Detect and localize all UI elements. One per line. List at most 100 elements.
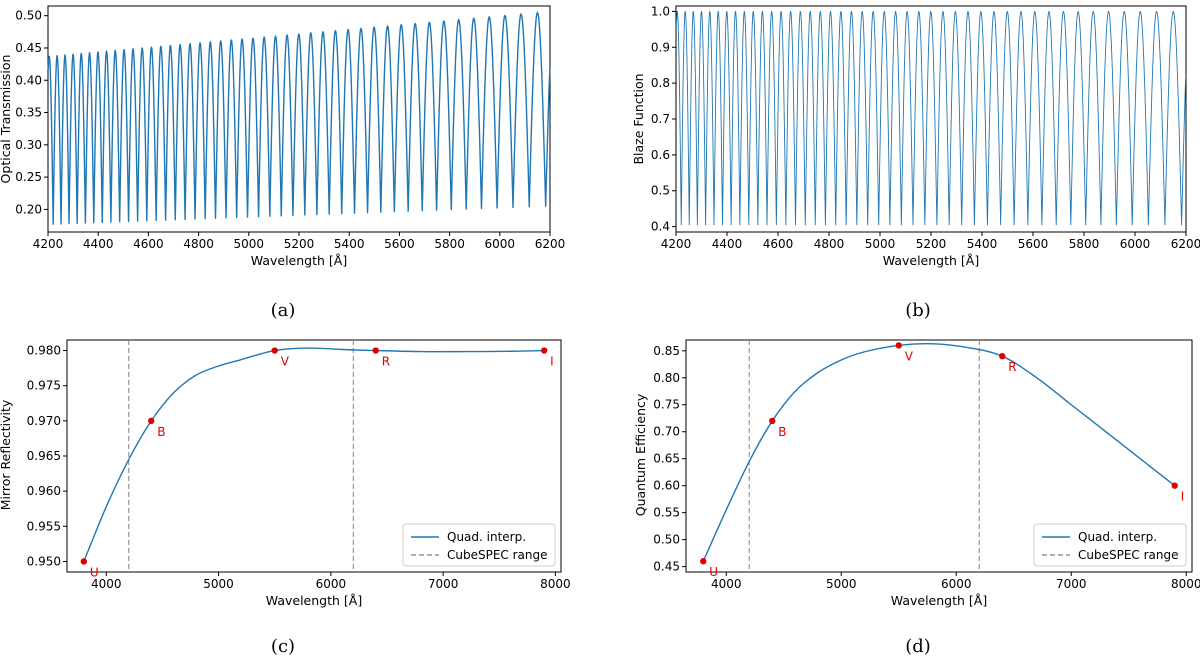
x-tick-label: 4000: [711, 577, 742, 591]
y-axis-label: Blaze Function: [631, 73, 646, 164]
x-tick-label: 6200: [535, 237, 566, 251]
x-tick-group: 4000 5000 6000 7000 8000: [711, 572, 1200, 591]
x-tick-label: 6200: [1171, 237, 1200, 251]
band-point: [895, 342, 902, 349]
y-tick-label: 0.955: [27, 519, 61, 533]
band-point: [769, 417, 776, 425]
x-tick-label: 4000: [91, 577, 122, 591]
band-label: B: [778, 425, 786, 439]
legend-box: [402, 523, 556, 567]
y-tick-group: 0.45 0.50 0.55 0.60 0.65 0.70 0.75 0.80 0.85: [653, 344, 686, 574]
x-tick-label: 4800: [183, 237, 214, 251]
y-tick-label: 1.0: [651, 4, 670, 18]
y-axis-label: Mirror Reflectivity: [0, 399, 13, 510]
band-label: I: [550, 355, 554, 369]
band-point: [540, 347, 548, 354]
y-tick-label: 0.965: [27, 449, 61, 463]
band-point: [271, 347, 278, 354]
x-tick-label: 5200: [284, 237, 315, 251]
y-tick-label: 0.35: [15, 106, 42, 120]
x-tick-label: 4800: [814, 237, 845, 251]
y-tick-label: 0.70: [653, 425, 680, 439]
band-label: V: [281, 355, 290, 369]
band-point: [700, 558, 707, 565]
legend-box: [1033, 523, 1187, 567]
band-label: U: [90, 565, 99, 579]
x-tick-label: 4200: [661, 237, 692, 251]
x-tick-label: 5800: [1069, 237, 1100, 251]
legend-label: Quad. interp.: [447, 530, 526, 544]
y-axis-label: Optical Transmission: [0, 55, 13, 184]
x-tick-label: 4200: [33, 237, 64, 251]
panel-a: 4200 4400 4600 4800 5000 5200 5400 5600 5800 6000…: [0, 5, 566, 321]
x-tick-group: 4200 4400 4600 4800 5000 5200 5400 5600 5800 6000…: [33, 232, 566, 251]
y-tick-label: 0.7: [651, 112, 670, 126]
band-point: [1171, 482, 1178, 489]
x-tick-label: 5800: [434, 237, 465, 251]
y-tick-label: 0.980: [27, 344, 61, 358]
legend-label: CubeSPEC range: [1078, 548, 1179, 562]
panel-d: 4000 5000 6000 7000 8000 0.45 0.50 0.55 0.60 0.6…: [633, 339, 1200, 657]
interp-curve: [83, 347, 545, 562]
panel-caption: (b): [905, 300, 931, 321]
y-tick-label: 0.20: [15, 202, 42, 216]
x-tick-label: 6000: [316, 577, 347, 591]
x-axis-label: Wavelength [Å]: [891, 593, 987, 608]
y-tick-label: 0.975: [27, 379, 61, 393]
x-tick-group: 4000 5000 6000 7000 8000: [91, 572, 571, 591]
y-tick-label: 0.950: [27, 554, 61, 568]
y-tick-label: 0.45: [15, 41, 42, 55]
y-tick-label: 0.40: [15, 73, 42, 87]
y-axis-label: Quantum Efficiency: [633, 393, 648, 516]
band-label: I: [1181, 490, 1185, 504]
x-tick-label: 8000: [1171, 577, 1200, 591]
y-tick-label: 0.65: [653, 452, 680, 466]
x-tick-label: 4600: [763, 237, 794, 251]
y-tick-label: 0.60: [653, 479, 680, 493]
y-tick-group: 0.4 0.5 0.6 0.7 0.8 0.9 1.0: [651, 4, 676, 234]
x-tick-label: 5400: [967, 237, 998, 251]
x-tick-label: 5000: [234, 237, 265, 251]
y-tick-label: 0.25: [15, 170, 42, 184]
x-tick-label: 5400: [334, 237, 365, 251]
band-label: U: [709, 565, 718, 579]
series-line: [675, 10, 1187, 226]
panel-b: 4200 4400 4600 4800 5000 5200 5400 5600 5800 6000…: [631, 4, 1200, 321]
y-tick-label: 0.30: [15, 138, 42, 152]
y-tick-group: 0.20 0.25 0.30 0.35 0.40 0.45 0.50: [15, 9, 48, 216]
x-tick-label: 5000: [826, 577, 857, 591]
legend-label: CubeSPEC range: [447, 548, 548, 562]
y-tick-label: 0.55: [653, 506, 680, 520]
x-axis-label: Wavelength [Å]: [883, 253, 979, 268]
x-tick-label: 5600: [1018, 237, 1049, 251]
y-tick-label: 0.970: [27, 414, 61, 428]
data-series: [47, 11, 551, 225]
band-point: [148, 417, 155, 425]
x-tick-label: 4400: [83, 237, 114, 251]
band-point: [80, 558, 88, 565]
series-line: [47, 11, 551, 225]
data-series: [675, 10, 1187, 226]
y-tick-label: 0.960: [27, 484, 61, 498]
y-tick-label: 0.50: [653, 533, 680, 547]
panel-caption: (c): [271, 636, 295, 657]
y-tick-label: 0.80: [653, 371, 680, 385]
x-tick-label: 4400: [712, 237, 743, 251]
band-label: R: [1008, 360, 1016, 374]
y-tick-label: 0.45: [653, 560, 680, 574]
x-tick-label: 7000: [1056, 577, 1087, 591]
y-tick-label: 0.4: [651, 220, 670, 234]
x-tick-label: 5000: [203, 577, 234, 591]
x-tick-label: 6000: [1120, 237, 1151, 251]
y-tick-label: 0.5: [651, 184, 670, 198]
x-tick-label: 6000: [485, 237, 516, 251]
plot-frame: [675, 5, 1187, 233]
y-tick-label: 0.85: [653, 344, 680, 358]
x-tick-label: 7000: [428, 577, 459, 591]
data-series: U B V R I: [700, 340, 1184, 579]
band-point: [999, 352, 1006, 360]
x-axis-label: Wavelength [Å]: [266, 593, 362, 608]
x-tick-label: 5200: [916, 237, 947, 251]
y-tick-label: 0.9: [651, 40, 670, 54]
x-tick-label: 5600: [384, 237, 415, 251]
